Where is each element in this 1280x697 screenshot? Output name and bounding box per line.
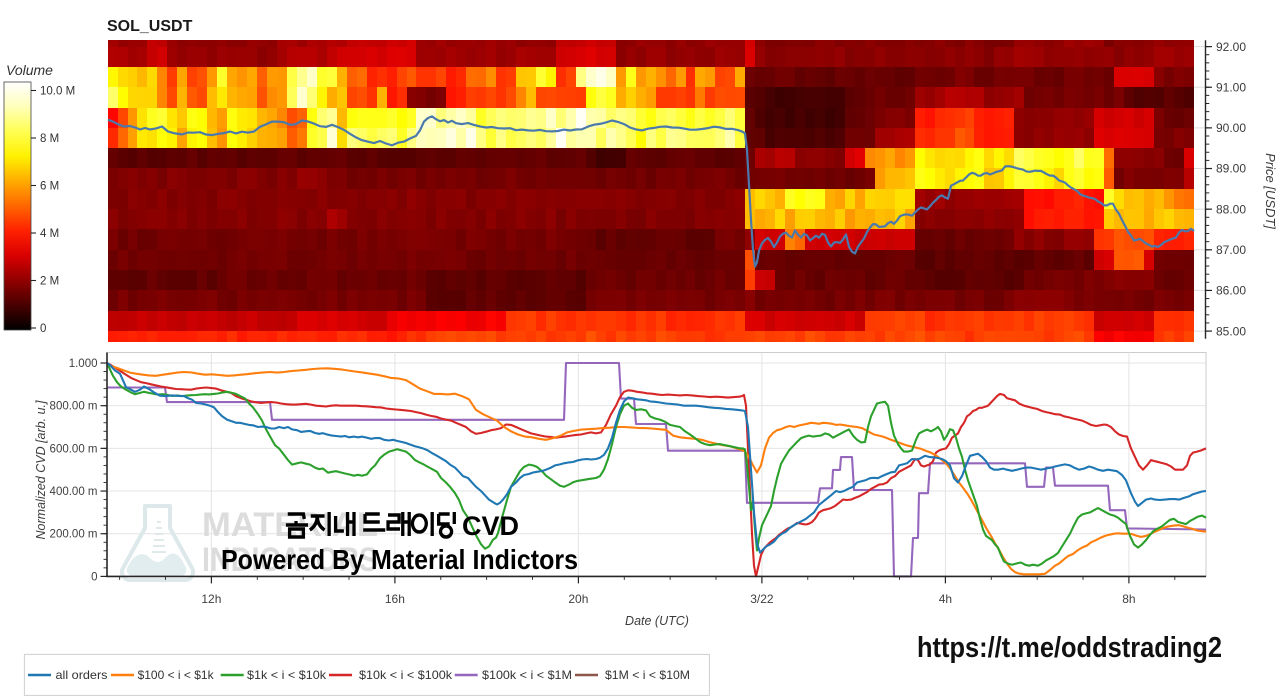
svg-text:6 M: 6 M bbox=[40, 181, 59, 193]
svg-text:20h: 20h bbox=[568, 592, 588, 606]
svg-text:1.000: 1.000 bbox=[69, 358, 98, 370]
svg-text:90.00: 90.00 bbox=[1216, 121, 1246, 135]
svg-text:Powered By Material Indictors: Powered By Material Indictors bbox=[221, 544, 578, 575]
svg-text:8 M: 8 M bbox=[40, 133, 59, 145]
svg-text:86.00: 86.00 bbox=[1216, 284, 1246, 298]
svg-text:CVD: CVD bbox=[462, 511, 519, 541]
svg-text:$10k < i < $100k: $10k < i < $100k bbox=[359, 669, 452, 682]
svg-text:2 M: 2 M bbox=[40, 276, 59, 288]
svg-text:200.00 m: 200.00 m bbox=[50, 529, 98, 541]
svg-text:$1M < i < $10M: $1M < i < $10M bbox=[605, 669, 690, 682]
svg-text:$100 < i < $1k: $100 < i < $1k bbox=[138, 669, 214, 682]
svg-text:10.0 M: 10.0 M bbox=[40, 86, 75, 98]
svg-text:8h: 8h bbox=[1122, 592, 1135, 606]
svg-text:INDICATORS: INDICATORS bbox=[202, 541, 378, 579]
svg-text:Price [USDT]: Price [USDT] bbox=[1263, 153, 1278, 229]
svg-text:88.00: 88.00 bbox=[1216, 202, 1246, 216]
svg-text:87.00: 87.00 bbox=[1216, 243, 1246, 257]
svg-text:all orders: all orders bbox=[56, 669, 108, 682]
svg-text:0: 0 bbox=[91, 571, 97, 583]
svg-text:16h: 16h bbox=[385, 592, 405, 606]
svg-text:4 M: 4 M bbox=[40, 228, 59, 240]
svg-text:Date (UTC): Date (UTC) bbox=[625, 614, 689, 628]
svg-text:https://t.me/oddstrading2: https://t.me/oddstrading2 bbox=[917, 632, 1222, 664]
svg-text:Normalized CVD [arb. u.]: Normalized CVD [arb. u.] bbox=[34, 400, 48, 539]
svg-text:12h: 12h bbox=[201, 592, 221, 606]
svg-text:4h: 4h bbox=[939, 592, 952, 606]
svg-text:SOL_USDT: SOL_USDT bbox=[107, 18, 193, 35]
svg-text:600.00 m: 600.00 m bbox=[50, 443, 98, 455]
svg-text:$1k < i < $10k: $1k < i < $10k bbox=[247, 669, 326, 682]
svg-text:3/22: 3/22 bbox=[750, 592, 774, 606]
svg-text:400.00 m: 400.00 m bbox=[50, 486, 98, 498]
svg-text:$100k < i < $1M: $100k < i < $1M bbox=[482, 669, 572, 682]
svg-text:92.00: 92.00 bbox=[1216, 40, 1246, 54]
svg-text:91.00: 91.00 bbox=[1216, 80, 1246, 94]
svg-text:800.00 m: 800.00 m bbox=[50, 401, 98, 413]
svg-text:89.00: 89.00 bbox=[1216, 162, 1246, 176]
svg-text:0: 0 bbox=[40, 323, 46, 335]
svg-text:Volume: Volume bbox=[6, 62, 53, 78]
svg-text:85.00: 85.00 bbox=[1216, 324, 1246, 338]
